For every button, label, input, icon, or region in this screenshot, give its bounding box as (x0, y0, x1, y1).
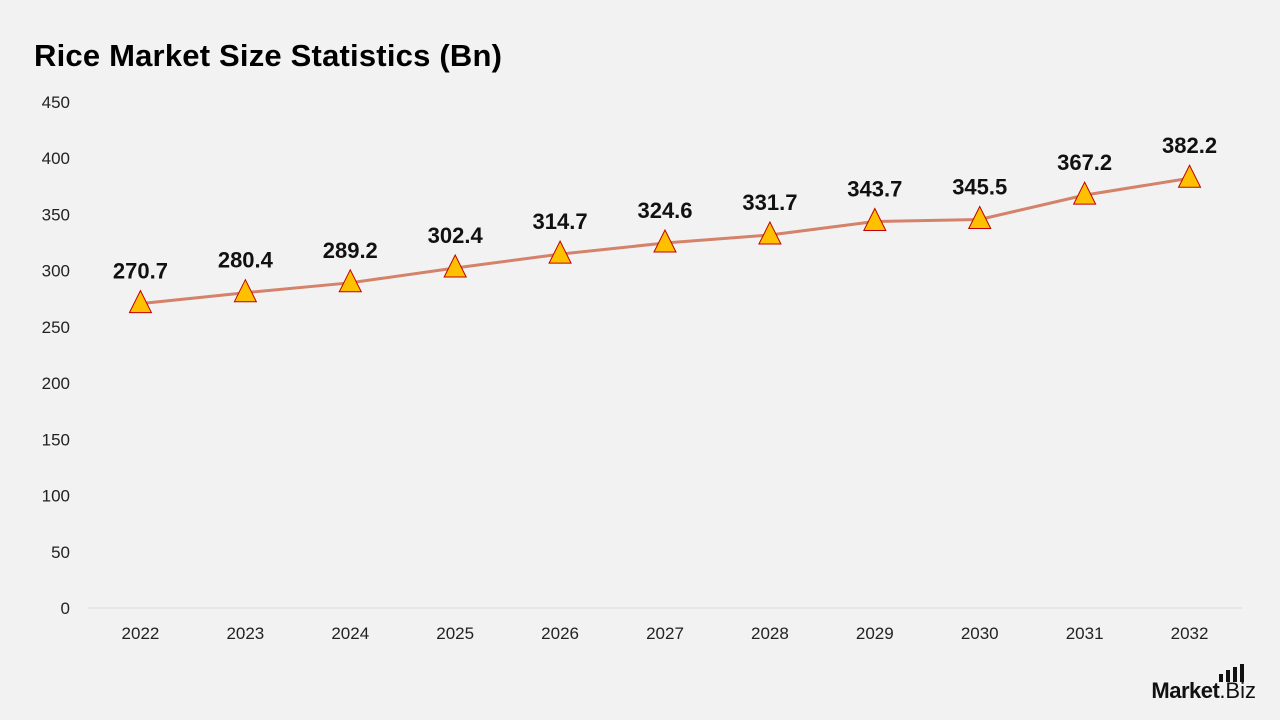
x-tick-label: 2030 (961, 624, 999, 643)
brand-name-part1: Market (1151, 678, 1220, 703)
data-label: 367.2 (1057, 150, 1112, 175)
data-point-marker (967, 205, 992, 230)
data-point-marker (758, 220, 782, 245)
y-tick-label: 400 (42, 149, 70, 168)
data-label: 345.5 (952, 175, 1007, 200)
data-point-marker (443, 253, 467, 278)
data-label: 324.6 (637, 198, 692, 223)
data-label: 382.2 (1162, 133, 1217, 158)
bars-icon (1219, 664, 1245, 682)
x-tick-label: 2026 (541, 624, 579, 643)
y-tick-label: 0 (61, 599, 70, 618)
x-tick-label: 2027 (646, 624, 684, 643)
data-label: 343.7 (847, 177, 902, 202)
data-label-group: 270.7 280.4 289.2 302.4 314.7 324.6 331.7 343.7… (113, 133, 1217, 283)
data-point-marker (1072, 180, 1097, 205)
x-tick-label: 2029 (856, 624, 894, 643)
data-point-marker (863, 207, 887, 232)
y-tick-label: 350 (42, 205, 70, 224)
data-label: 302.4 (428, 223, 484, 248)
y-tick-label: 200 (42, 374, 70, 393)
y-tick-label: 300 (42, 262, 70, 281)
y-tick-label: 250 (42, 318, 70, 337)
x-tick-label: 2023 (226, 624, 264, 643)
data-label: 314.7 (533, 209, 588, 234)
x-tick-label: 2024 (331, 624, 369, 643)
data-point-marker (548, 240, 572, 264)
data-label: 280.4 (218, 248, 274, 273)
y-tick-label: 150 (42, 430, 70, 449)
marker-group (128, 164, 1202, 314)
brand-name-part2: .Biz (1219, 678, 1256, 703)
x-tick-label: 2025 (436, 624, 474, 643)
data-point-marker (128, 289, 153, 314)
y-axis: 0 50 100 150 200 250 300 350 400 450 (42, 93, 70, 618)
data-point-marker (653, 228, 677, 253)
brand-logo: Market .Biz (1151, 664, 1256, 704)
data-label: 331.7 (742, 190, 797, 215)
y-tick-label: 50 (51, 543, 70, 562)
data-point-marker (233, 278, 258, 303)
chart-title: Rice Market Size Statistics (Bn) (34, 38, 503, 73)
data-label: 270.7 (113, 259, 168, 284)
x-tick-label: 2031 (1066, 624, 1104, 643)
x-tick-label: 2022 (122, 624, 160, 643)
data-point-marker (338, 268, 363, 293)
y-tick-label: 450 (42, 93, 70, 112)
x-tick-label: 2028 (751, 624, 789, 643)
data-point-marker (1177, 164, 1202, 188)
y-tick-label: 100 (42, 487, 70, 506)
x-tick-label: 2032 (1171, 624, 1209, 643)
data-label: 289.2 (323, 238, 378, 263)
x-axis: 2022 2023 2024 2025 2026 2027 2028 2029 2030 2031… (88, 607, 1242, 643)
